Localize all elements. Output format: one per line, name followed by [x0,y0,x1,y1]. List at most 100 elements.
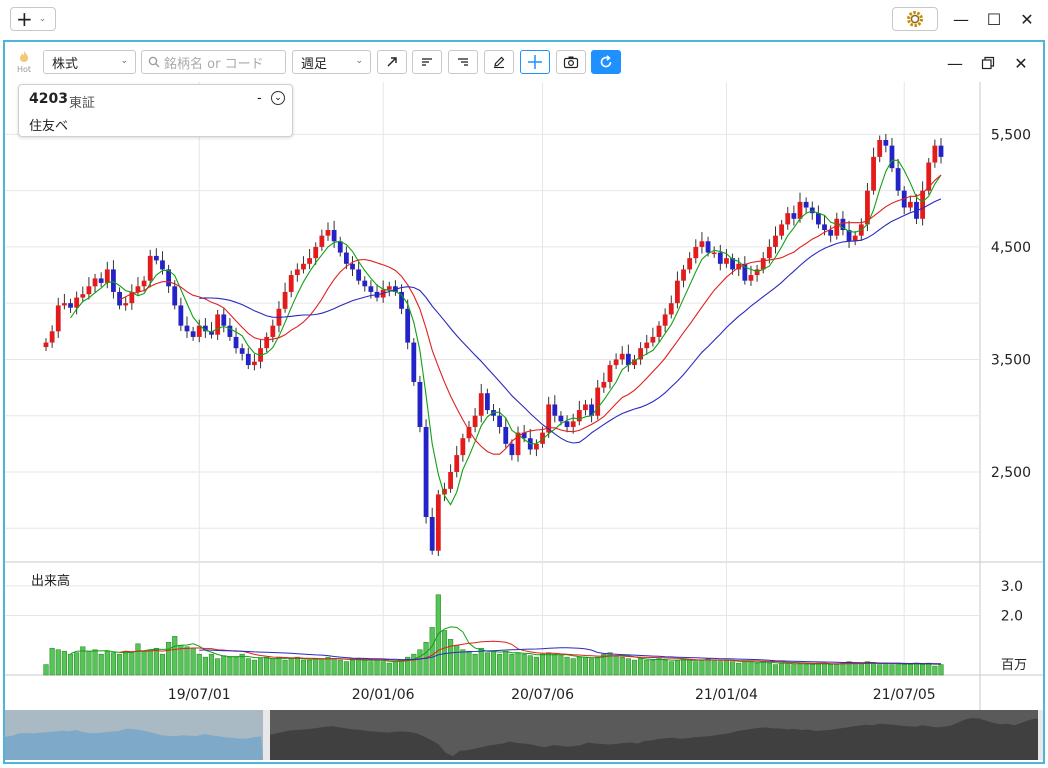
panel-restore-button[interactable] [977,52,999,74]
volume-bar [883,662,889,676]
volume-tick-label: 2.0 [1001,609,1023,625]
minimize-icon: — [947,53,963,73]
refresh-button[interactable] [591,50,621,74]
candle-body [209,331,214,335]
volume-bar [889,664,895,676]
candle-body [546,404,552,433]
candle-body [791,213,797,219]
volume-bar [202,656,208,676]
volume-bar [257,658,264,676]
volume-bar [895,662,901,676]
settings-button[interactable] [892,7,938,31]
candle-body [190,331,196,337]
candle-body [429,516,435,551]
close-icon: ✕ [1014,53,1028,73]
candle-body [160,260,165,270]
volume-ma-mid-line [119,640,942,665]
volume-bar [80,646,86,676]
candle-body [55,305,61,332]
window-minimize-button[interactable]: — [950,8,972,30]
volume-bar [147,649,153,676]
candle-body [601,381,607,388]
candle-body [227,325,233,337]
panel-minimize-button[interactable]: — [944,52,966,74]
volume-bar [466,650,472,676]
candle-body [141,280,147,287]
candle-body [828,230,834,236]
x-tick-label: 21/01/04 [695,687,758,703]
candle-body [172,286,178,306]
align-right-tool-button[interactable] [448,50,478,74]
candle-body [264,336,270,349]
candle-body [270,325,276,337]
volume-bar [227,656,233,676]
stock-change: - [257,91,262,106]
candle-body [98,278,104,283]
candle-body [61,303,67,306]
volume-bar [638,658,644,676]
align-left-tool-button[interactable] [412,50,442,74]
panel-close-button[interactable]: ✕ [1010,52,1032,74]
volume-bar [570,658,576,676]
trendline-tool-button[interactable] [377,50,407,74]
volume-bar [264,656,270,676]
volume-bar [791,664,797,676]
camera-icon [563,56,579,69]
volume-bar [74,652,80,676]
stock-market: 東証 [69,96,96,111]
candle-body [386,286,392,290]
candle-body [907,201,913,208]
volume-bar [582,656,589,676]
candle-body [307,258,312,264]
add-window-button[interactable]: + ⌄ [10,7,56,31]
info-expand-button[interactable]: ⌄ [271,91,285,105]
volume-bar [331,658,337,676]
period-select[interactable]: 週足 ⌄ [292,50,371,74]
screenshot-button[interactable] [556,50,586,74]
candle-body [80,294,86,298]
volume-bar [392,661,399,676]
x-tick-label: 21/07/05 [873,687,936,703]
volume-label: 出来高 [31,573,70,589]
volume-bar [815,662,821,676]
volume-bar [490,650,497,676]
volume-bar [123,650,129,676]
search-placeholder: 銘柄名 or コード [164,56,264,72]
volume-bar [503,650,509,676]
market-select[interactable]: 株式 ⌄ [43,50,136,74]
volume-bar [680,658,687,676]
window-maximize-button[interactable]: ☐ [983,8,1005,30]
candle-body [742,263,748,281]
candle-body [196,325,202,337]
draw-tool-button[interactable] [484,50,514,74]
chevron-down-icon: ⌄ [274,93,282,103]
candle-body [448,471,453,489]
volume-bar [717,661,723,676]
candle-body [717,252,723,264]
volume-bar [233,656,239,676]
volume-bar [662,659,668,676]
hot-button[interactable]: Hot [14,50,34,78]
stock-search-input[interactable]: 銘柄名 or コード [141,50,286,74]
candle-body [662,314,668,326]
window-close-button[interactable]: ✕ [1016,8,1038,30]
volume-bar [441,630,448,676]
candle-body [834,218,840,236]
candle-body [435,494,441,551]
crosshair-tool-button[interactable] [520,50,550,74]
ma-mid-line [119,174,942,455]
candle-body [202,325,208,332]
volume-bar [864,661,871,676]
candle-body [656,325,662,337]
volume-bar [705,658,711,676]
candle-body [117,291,122,306]
volume-bar [172,636,178,676]
volume-bar [141,650,147,676]
candle-body [417,381,423,427]
volume-bar [527,655,533,676]
volume-bar [920,664,926,676]
volume-bar [215,658,221,676]
candle-body [153,255,159,261]
volume-bar [251,659,258,676]
stock-chart[interactable]: 5,500 4,500 3,500 2,500 19/07/01 20/01/06 20/0… [5,42,1043,762]
